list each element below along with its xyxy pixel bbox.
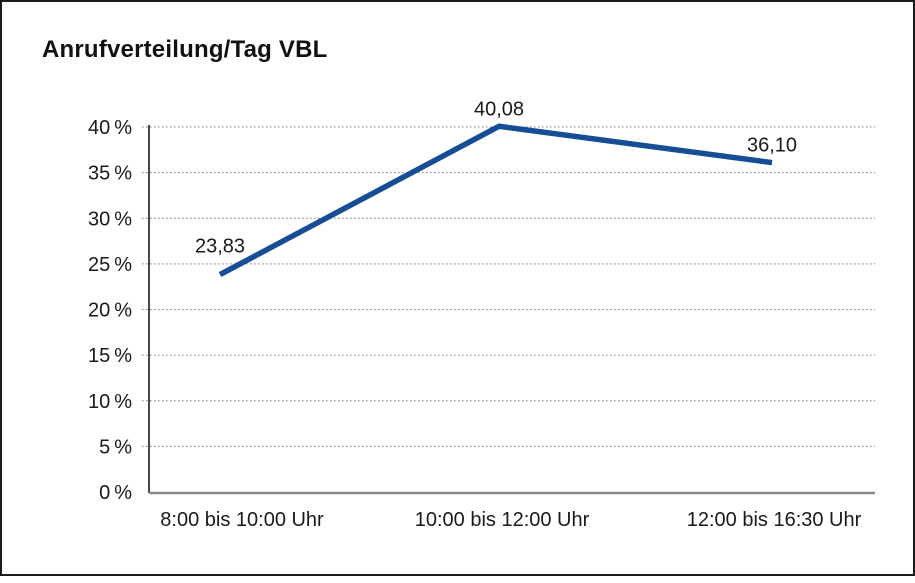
value-label: 23,83	[195, 236, 245, 258]
y-tick-label: 25 %	[88, 254, 132, 276]
y-tick-label: 0 %	[99, 482, 132, 504]
y-tick-label: 30 %	[88, 208, 132, 230]
x-tick-label: 8:00 bis 10:00 Uhr	[160, 509, 324, 531]
y-tick-label: 10 %	[88, 391, 132, 413]
data-line	[218, 123, 773, 277]
value-label: 36,10	[747, 135, 797, 157]
x-tick-label: 10:00 bis 12:00 Uhr	[415, 509, 590, 531]
x-tick-label: 12:00 bis 16:30 Uhr	[687, 509, 862, 531]
y-tick-label: 15 %	[88, 345, 132, 367]
y-tick-label: 20 %	[88, 300, 132, 322]
y-tick-label: 35 %	[88, 163, 132, 185]
chart-title: Anrufverteilung/Tag VBL	[42, 36, 328, 63]
y-tick-label: 40 %	[88, 117, 132, 139]
value-label: 40,08	[474, 98, 524, 120]
y-tick-label: 5 %	[99, 436, 132, 458]
